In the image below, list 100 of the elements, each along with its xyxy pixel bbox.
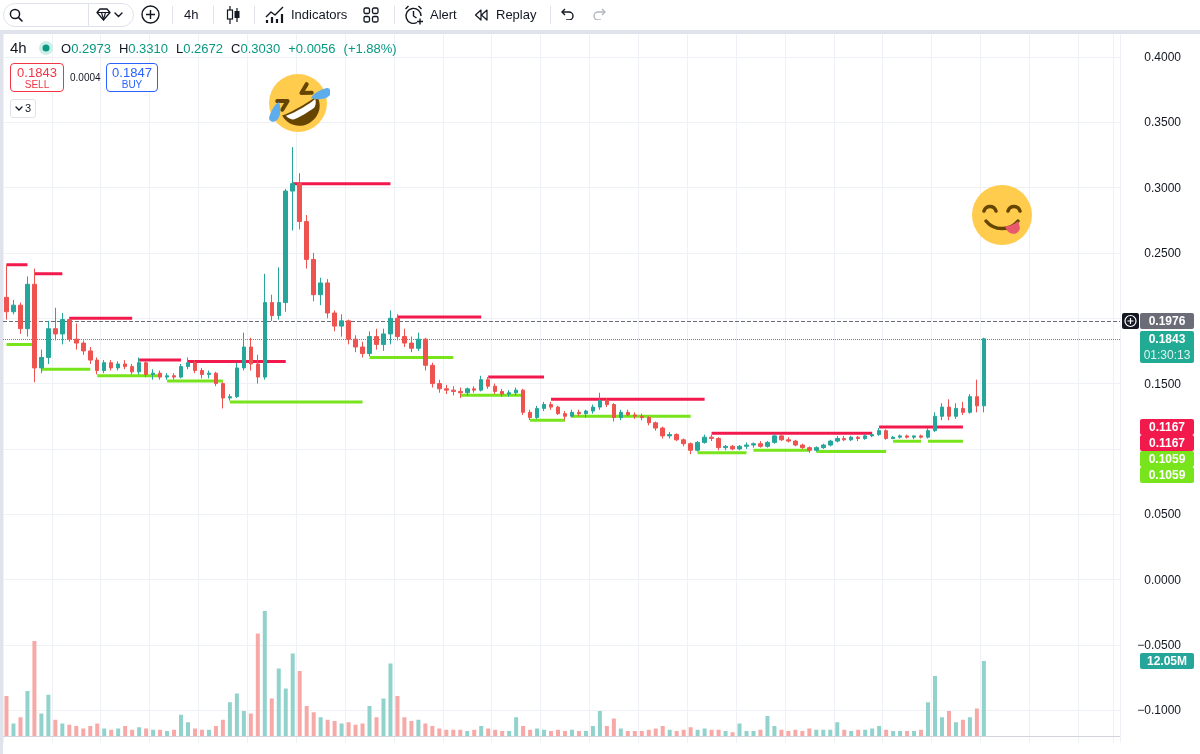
bar <box>144 728 149 736</box>
bar <box>479 726 484 736</box>
bar <box>625 731 630 736</box>
candlestick <box>674 432 679 442</box>
bar <box>199 729 204 736</box>
bar <box>276 668 281 736</box>
bar <box>472 729 477 736</box>
annotation: BUY <box>120 79 144 90</box>
bar <box>953 722 958 736</box>
bar <box>828 729 833 736</box>
bar <box>465 731 470 736</box>
bar <box>53 719 58 736</box>
bar <box>46 694 51 736</box>
candlestick <box>626 409 630 417</box>
candlestick <box>940 402 944 421</box>
candlestick <box>549 401 553 411</box>
candlestick <box>633 411 637 420</box>
candlestick <box>374 328 379 351</box>
bar <box>688 727 693 736</box>
bar <box>583 731 588 736</box>
candlestick <box>912 435 916 440</box>
buy-button[interactable]: 0.1847 BUY <box>106 63 158 92</box>
bar <box>702 728 707 736</box>
bar <box>667 729 672 736</box>
bar <box>632 731 637 736</box>
bar <box>4 696 9 736</box>
candlestick <box>577 409 581 417</box>
candlestick <box>144 360 148 378</box>
bar <box>870 728 875 736</box>
candlestick <box>430 362 435 389</box>
candlestick <box>877 427 881 437</box>
candlestick <box>723 444 728 451</box>
bar <box>674 731 679 736</box>
candlestick <box>25 275 30 338</box>
bar <box>905 731 910 736</box>
bar <box>165 731 170 736</box>
price-label: 0.1059 <box>1140 451 1194 468</box>
collapse-button[interactable]: 3 <box>10 99 36 118</box>
bar <box>821 729 826 736</box>
candlestick <box>193 359 197 374</box>
bar <box>486 728 491 736</box>
bar <box>835 722 840 736</box>
candlestick <box>598 392 602 411</box>
candlestick <box>647 415 651 426</box>
bar <box>123 726 128 736</box>
bar <box>255 633 260 736</box>
candlestick <box>214 371 218 387</box>
bar <box>451 729 456 736</box>
bar <box>786 731 791 736</box>
candlestick <box>856 435 860 442</box>
text: O0.2973 H0.3310 L0.2672 C0.3030 +0.0056 (+1.88%) <box>61 41 397 56</box>
price-label: 0.1059 <box>1140 467 1194 484</box>
candlestick <box>821 443 826 450</box>
candlestick <box>74 322 79 351</box>
candlestick <box>451 385 456 396</box>
candlestick <box>4 264 9 321</box>
bar <box>11 723 16 736</box>
sell-button[interactable]: 0.1843 SELL <box>10 63 64 92</box>
bar <box>604 726 609 736</box>
bar <box>332 721 337 736</box>
bar <box>192 728 197 736</box>
candlestick <box>570 409 574 419</box>
candlestick <box>535 405 539 420</box>
bar <box>179 714 184 736</box>
bar <box>946 711 951 736</box>
candlestick <box>458 387 463 399</box>
bar <box>556 729 561 736</box>
bar <box>800 731 805 736</box>
bar <box>109 729 114 736</box>
bar <box>81 728 86 736</box>
candlestick <box>807 445 812 454</box>
candlestick <box>465 387 470 396</box>
candlestick <box>81 339 86 356</box>
candlestick <box>772 434 777 445</box>
bar <box>960 719 965 736</box>
candlestick <box>975 379 979 413</box>
candlestick <box>521 388 525 416</box>
candlestick <box>793 439 798 447</box>
candlestick <box>151 368 155 381</box>
bar <box>206 729 211 736</box>
annotation: 3 <box>25 102 32 115</box>
candlestick <box>947 398 951 421</box>
bar <box>444 729 449 736</box>
candlestick <box>472 385 476 394</box>
bar <box>765 716 770 736</box>
candlestick <box>542 401 546 412</box>
candlestick <box>158 370 162 381</box>
candlestick <box>681 437 686 447</box>
bar <box>681 729 686 736</box>
candlestick <box>528 409 532 421</box>
candlestick <box>968 393 972 415</box>
bar <box>437 728 442 736</box>
candlestick <box>730 444 735 451</box>
candlestick <box>702 434 707 445</box>
bar <box>939 717 944 736</box>
text: 4h <box>184 6 199 24</box>
candlestick <box>814 445 819 453</box>
annotation: 0.1847 <box>111 65 153 80</box>
bar <box>172 729 177 736</box>
bar <box>234 693 239 736</box>
